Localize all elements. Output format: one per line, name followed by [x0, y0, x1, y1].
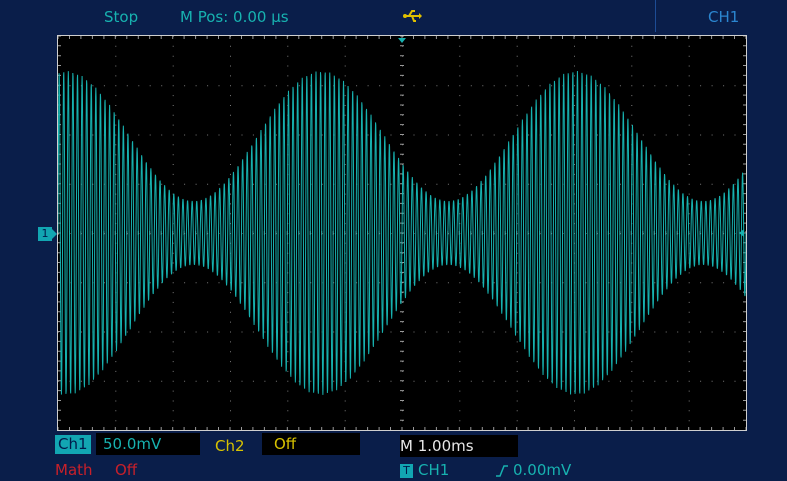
trigger-icon: T — [400, 464, 413, 478]
horizontal-position: M Pos: 0.00 μs — [180, 8, 289, 26]
ch2-label[interactable]: Ch2 — [215, 437, 245, 455]
run-state[interactable]: Stop — [104, 8, 139, 26]
timebase-label: M — [400, 437, 413, 455]
trigger-source[interactable]: CH1 — [418, 461, 450, 479]
waveform-display[interactable] — [57, 35, 747, 431]
rising-edge-icon[interactable] — [495, 464, 509, 478]
active-channel[interactable]: CH1 — [708, 8, 740, 26]
channel-indicator-box — [655, 0, 787, 32]
ch2-state[interactable]: Off — [262, 433, 360, 455]
ch1-marker-arrow — [52, 229, 57, 239]
ch1-level-marker[interactable]: 1 — [38, 227, 52, 241]
timebase[interactable]: M 1.00ms — [400, 435, 518, 457]
trigger-position-marker — [398, 38, 406, 43]
trigger-level[interactable]: 0.00mV — [513, 461, 572, 479]
status-bar: Stop M Pos: 0.00 μs CH1 — [0, 0, 787, 32]
ch1-volts-div[interactable]: 50.0mV — [96, 433, 200, 455]
math-state[interactable]: Off — [115, 461, 138, 479]
trigger-level-marker — [739, 229, 744, 237]
ch1-label[interactable]: Ch1 — [55, 435, 91, 454]
math-label[interactable]: Math — [55, 461, 93, 479]
usb-icon — [403, 10, 422, 22]
scope-graticule — [58, 36, 746, 430]
timebase-value: 1.00ms — [417, 437, 474, 455]
ch1-waveform-trace — [58, 71, 746, 395]
